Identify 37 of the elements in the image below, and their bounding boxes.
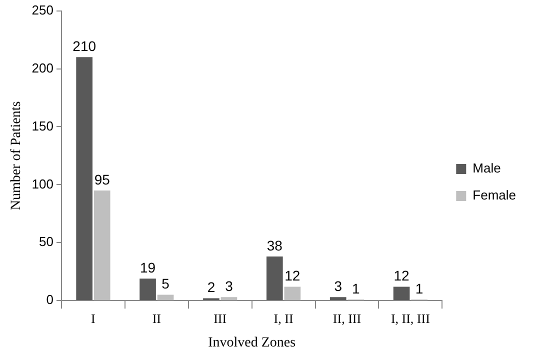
bar: [220, 297, 238, 300]
bar: [140, 278, 156, 300]
y-tick-label: 50: [39, 234, 54, 250]
bar: [76, 57, 92, 300]
x-tick-label: I, II, III: [390, 310, 430, 326]
x-tick-label: I: [91, 310, 96, 326]
legend-label: Male: [472, 160, 501, 176]
data-label: 12: [394, 268, 410, 284]
data-label: 5: [162, 276, 170, 292]
bar: [393, 286, 410, 300]
legend-label: Female: [472, 188, 516, 203]
data-label: 3: [334, 278, 342, 294]
y-tick-label: 100: [32, 176, 54, 192]
x-tick-label: II, III: [332, 310, 362, 326]
x-tick-label: III: [214, 310, 227, 326]
x-tick-label: I, II: [274, 310, 294, 326]
data-label: 38: [266, 237, 283, 254]
data-label: 210: [72, 38, 96, 54]
bar: [157, 294, 174, 300]
data-label: 1: [415, 280, 424, 296]
data-label: 2: [207, 279, 216, 296]
x-axis-title: Involved Zones: [208, 335, 296, 350]
x-tick-label: II: [152, 310, 161, 326]
bar: [330, 297, 346, 300]
bar: [266, 256, 283, 300]
data-label: 19: [140, 259, 156, 276]
data-label: 3: [225, 278, 234, 294]
y-tick-label: 200: [32, 60, 54, 76]
y-tick-label: 150: [32, 118, 54, 134]
data-label: 95: [94, 171, 110, 188]
y-axis-title: Number of Patients: [9, 101, 24, 210]
data-label: 1: [352, 280, 360, 296]
y-tick-label: 0: [46, 292, 54, 308]
data-label: 12: [284, 268, 300, 284]
bar: [94, 190, 110, 300]
y-tick-label: 250: [32, 2, 54, 18]
bar: [284, 286, 301, 300]
